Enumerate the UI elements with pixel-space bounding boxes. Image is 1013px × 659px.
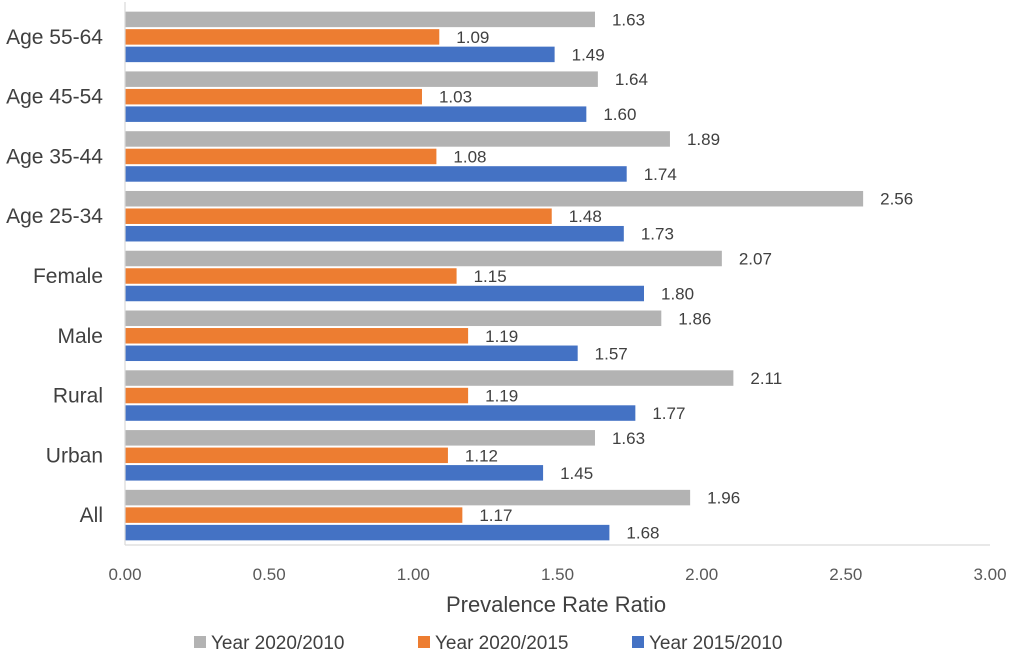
data-label-0-3: 2.56 (880, 190, 913, 209)
data-label-1-3: 1.48 (569, 207, 602, 226)
x-tick-label-1: 0.50 (253, 565, 286, 584)
data-label-0-5: 1.86 (678, 309, 711, 328)
axes-group (124, 2, 990, 546)
bar-2-2 (125, 166, 627, 182)
data-label-2-8: 1.68 (626, 524, 659, 543)
legend-label-0: Year 2020/2010 (211, 633, 344, 654)
tick-labels-group: 0.00 0.50 1.00 1.50 2.00 2.50 3.00 (108, 565, 1006, 584)
bar-2-6 (125, 405, 636, 421)
bar-0-6 (125, 370, 734, 386)
data-label-2-5: 1.57 (595, 344, 628, 363)
bar-0-7 (125, 430, 595, 446)
bar-1-7 (125, 447, 448, 464)
data-label-1-8: 1.17 (479, 506, 512, 525)
legend-swatch-2 (632, 636, 644, 648)
category-label-4: Female (33, 265, 103, 288)
x-tick-label-4: 2.00 (685, 565, 718, 584)
bar-0-0 (125, 11, 595, 28)
bar-2-1 (125, 106, 587, 122)
data-label-1-4: 1.15 (474, 267, 507, 286)
category-label-5: Male (57, 325, 103, 348)
data-label-1-0: 1.09 (456, 28, 489, 47)
data-label-0-8: 1.96 (707, 489, 740, 508)
data-label-0-1: 1.64 (615, 70, 648, 89)
legend: Year 2020/2010 Year 2020/2015 Year 2015/20… (194, 633, 782, 654)
bar-2-5 (125, 345, 578, 362)
data-label-0-2: 1.89 (687, 130, 720, 149)
x-tick-label-0: 0.00 (108, 565, 141, 584)
x-tick-label-5: 2.50 (829, 565, 862, 584)
data-label-2-4: 1.80 (661, 285, 694, 304)
category-labels-group: Age 55-64 Age 45-54 Age 35-44 Age 25-34 Fema… (6, 26, 103, 527)
legend-swatch-1 (418, 636, 430, 648)
bar-1-4 (125, 268, 457, 284)
legend-label-2: Year 2015/2010 (649, 633, 782, 654)
data-label-2-3: 1.73 (641, 225, 674, 244)
bar-2-3 (125, 225, 624, 242)
bar-2-0 (125, 46, 555, 63)
x-tick-label-2: 1.00 (397, 565, 430, 584)
data-label-1-6: 1.19 (485, 387, 518, 406)
x-tick-label-6: 3.00 (973, 565, 1006, 584)
data-label-2-7: 1.45 (560, 464, 593, 483)
data-label-1-5: 1.19 (485, 327, 518, 346)
bar-1-2 (125, 148, 437, 165)
value-labels-group: 1.63 1.09 1.49 1.64 1.03 1.60 1.89 1.08 1.74 2.56… (439, 10, 913, 542)
category-label-3: Age 25-34 (6, 205, 103, 228)
bars-group (125, 11, 864, 541)
category-label-0: Age 55-64 (6, 26, 103, 49)
category-label-6: Rural (53, 385, 103, 408)
x-tick-label-3: 1.50 (541, 565, 574, 584)
bar-0-1 (125, 71, 598, 87)
legend-swatch-0 (194, 636, 206, 648)
bar-1-8 (125, 507, 463, 523)
bar-2-7 (125, 465, 544, 481)
data-label-0-6: 2.11 (750, 369, 782, 388)
bar-0-8 (125, 489, 691, 506)
data-label-0-0: 1.63 (612, 10, 645, 29)
bar-1-0 (125, 29, 440, 45)
category-label-8: All (80, 504, 103, 527)
data-label-2-2: 1.74 (644, 165, 677, 184)
bar-2-4 (125, 285, 644, 302)
bar-1-6 (125, 387, 469, 404)
category-label-2: Age 35-44 (6, 145, 103, 168)
bar-1-5 (125, 328, 469, 344)
category-label-1: Age 45-54 (6, 86, 103, 109)
data-label-0-7: 1.63 (612, 429, 645, 448)
x-axis-title: Prevalence Rate Ratio (446, 592, 666, 617)
data-label-2-6: 1.77 (652, 404, 685, 423)
data-label-1-1: 1.03 (439, 88, 472, 107)
bar-1-1 (125, 88, 422, 105)
data-label-1-7: 1.12 (465, 446, 498, 465)
data-label-1-2: 1.08 (453, 147, 486, 166)
bar-0-2 (125, 131, 670, 147)
bar-1-3 (125, 208, 552, 224)
data-label-2-1: 1.60 (603, 105, 636, 124)
bar-0-5 (125, 310, 662, 327)
data-label-2-0: 1.49 (572, 45, 605, 64)
legend-label-1: Year 2020/2015 (435, 633, 568, 654)
bar-0-3 (125, 190, 864, 207)
data-label-0-4: 2.07 (739, 250, 772, 269)
bar-0-4 (125, 250, 722, 267)
bar-2-8 (125, 524, 610, 541)
category-label-7: Urban (46, 444, 103, 467)
